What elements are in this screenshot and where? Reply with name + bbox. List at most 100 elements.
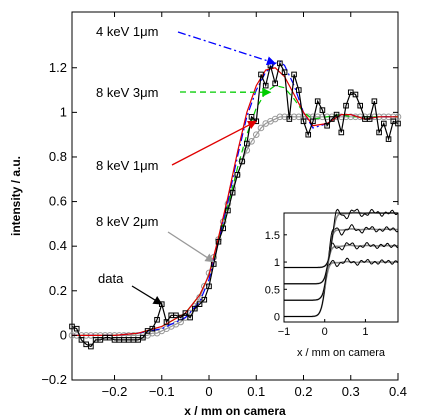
data-point (272, 80, 278, 87)
y-tick-label: 0.2 (49, 283, 67, 298)
annotation-arrow-4 (131, 285, 163, 305)
data-point (385, 136, 392, 142)
data-point (371, 98, 378, 105)
data-point (182, 310, 189, 316)
annotation-group: 4 keV 1μm 8 keV 3μm 8 keV 1μm 8 keV 2μm data (96, 24, 277, 305)
y-tick-label: 0.8 (49, 149, 67, 164)
annotation-arrow-0 (177, 31, 277, 66)
data-point (196, 301, 203, 307)
data-point (295, 87, 302, 93)
data-point (88, 343, 94, 350)
inset-chart: −1 0 1 0 0.5 1 1.5 x / mm on camera (252, 205, 400, 373)
inset-profile-2-data (284, 224, 399, 285)
data-point (258, 71, 264, 78)
sim-2um-point (130, 332, 137, 339)
data-point (140, 334, 146, 341)
sim-2um-point (177, 318, 184, 326)
x-axis-label: x / mm on camera (184, 404, 286, 418)
inset-x-axis-label: x / mm on camera (297, 347, 386, 359)
data-point (215, 238, 222, 245)
data-point (381, 120, 387, 127)
data-point (305, 131, 312, 138)
data-point (329, 116, 335, 122)
data-point (225, 207, 231, 214)
inset-background (252, 205, 400, 373)
y-tick-label: 1.2 (49, 60, 67, 75)
data-point (163, 319, 170, 325)
data-point (206, 283, 212, 290)
annotation-label-0: 4 keV 1μm (96, 24, 158, 39)
data-point (220, 225, 226, 232)
data-point (352, 91, 359, 98)
data-point (229, 189, 236, 196)
data-point (78, 337, 85, 343)
sim-2um-point (125, 332, 132, 339)
annotation-label-4: data (98, 271, 124, 286)
data-point (338, 129, 345, 136)
sim-2um-point (276, 113, 284, 121)
annotation-arrow-2 (171, 120, 258, 166)
main-chart: 4 keV 1μm 8 keV 3μm 8 keV 1μm 8 keV 2μm data… (9, 11, 407, 418)
main-series-group (68, 60, 402, 350)
data-point (314, 98, 321, 105)
data-point (310, 118, 316, 125)
inset-profile-1-data (284, 242, 399, 301)
inset-profile-0-data (284, 257, 399, 317)
inset-y-tick-label: 0.5 (265, 284, 280, 296)
data-point (395, 120, 401, 127)
x-tick-label: 0.3 (342, 384, 360, 399)
data-point (333, 111, 340, 118)
inset-plot-frame (283, 212, 399, 323)
inset-ticks-group: −1 0 1 0 0.5 1 1.5 (265, 230, 369, 338)
data-point (192, 305, 198, 312)
inset-x-tick-label: −1 (278, 326, 291, 338)
annotation-label-3: 8 keV 2μm (96, 214, 158, 229)
data-point (234, 172, 241, 178)
data-point (291, 71, 297, 78)
sim-2um-point (120, 332, 128, 339)
inset-y-tick-label: 0 (274, 312, 280, 324)
data-point (281, 69, 288, 76)
x-tick-label: 0.4 (389, 384, 407, 399)
main-ticks-group: −0.2 −0.1 0 0.1 0.2 0.3 0.4 −0.2 0 0.2 0.4 0.6 0.8 1 1… (41, 12, 407, 399)
x-tick-label: 0 (205, 384, 212, 399)
data-point (319, 107, 326, 113)
x-tick-label: 0.1 (247, 384, 265, 399)
y-axis-label: intensity / a.u. (9, 156, 23, 236)
y-tick-label: 0 (60, 327, 67, 342)
data-point (244, 140, 250, 147)
data-point (177, 314, 184, 321)
sim-2um-point (234, 171, 241, 179)
x-tick-label: 0.2 (294, 384, 312, 399)
y-tick-label: 0.6 (49, 194, 67, 209)
data-point (154, 316, 160, 323)
data-point (149, 325, 156, 332)
y-tick-label: 1 (60, 104, 67, 119)
data-point (277, 60, 283, 67)
annotation-label-2: 8 keV 1μm (96, 158, 158, 173)
sim-2um-point (257, 124, 265, 132)
data-point (324, 122, 330, 129)
inset-x-tick-label: 0 (322, 326, 328, 338)
sim-2um-point (314, 113, 321, 121)
x-tick-label: −0.1 (149, 384, 175, 399)
inset-profile-3-data (284, 208, 399, 268)
y-tick-label: 0.4 (49, 238, 67, 253)
sim-2um-point (295, 113, 303, 121)
data-point (239, 158, 245, 165)
sim-2um-point (252, 131, 260, 138)
main-plot-frame (71, 11, 399, 381)
inset-x-tick-label: 1 (362, 326, 368, 338)
data-point (73, 325, 80, 332)
data-point (366, 116, 373, 122)
annotation-arrow-3 (167, 231, 215, 263)
data-point (300, 118, 307, 125)
data-point (376, 129, 382, 136)
data-point (187, 314, 193, 321)
data-point (286, 116, 293, 122)
sim-2um-point (243, 146, 251, 154)
inset-y-tick-label: 1.5 (265, 230, 280, 242)
x-tick-label: −0.2 (102, 384, 128, 399)
annotation-label-1: 8 keV 3μm (96, 85, 158, 100)
